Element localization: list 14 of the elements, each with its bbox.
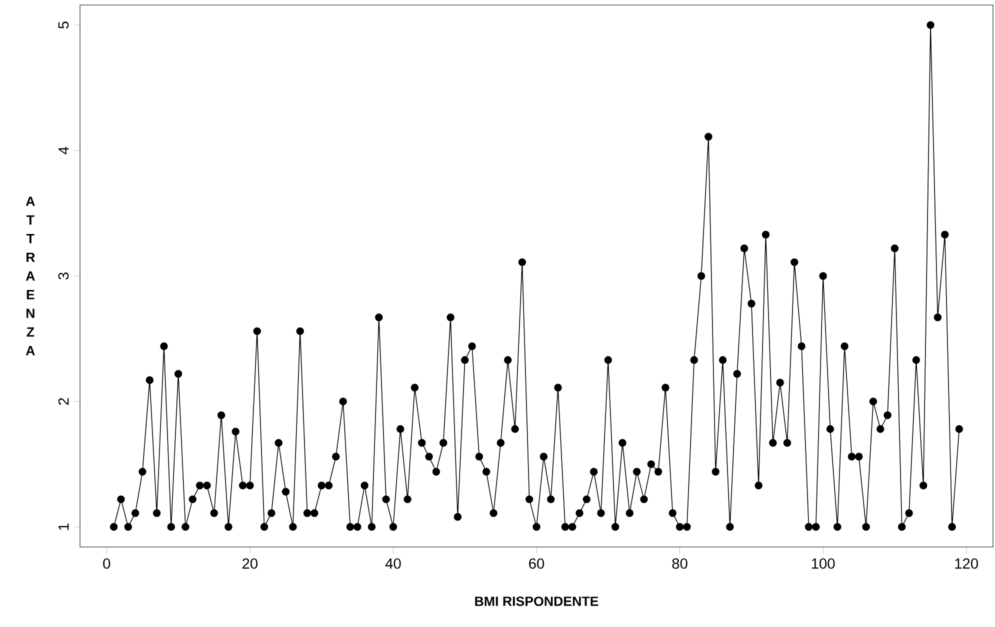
x-tick-label: 60 — [529, 558, 544, 569]
x-tick-label: 20 — [242, 558, 258, 569]
y-tick-label: 3 — [58, 272, 69, 280]
x-tick-label: 120 — [955, 558, 978, 569]
x-axis-title: BMI RISPONDENTE — [475, 596, 598, 606]
x-tick-label: 0 — [103, 558, 110, 569]
y-tick-label: 5 — [58, 22, 69, 29]
y-tick-label: 4 — [58, 146, 69, 154]
x-tick-label: 80 — [672, 558, 688, 569]
text: A T T R A E N Z A — [26, 196, 35, 356]
x-tick-label: 100 — [812, 558, 835, 569]
y-tick-label: 2 — [58, 398, 69, 405]
y-tick-label: 1 — [58, 524, 69, 530]
x-tick-label: 40 — [385, 558, 401, 569]
